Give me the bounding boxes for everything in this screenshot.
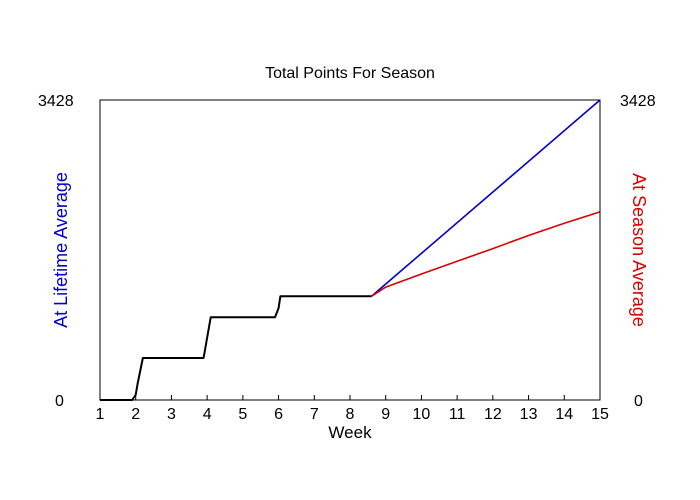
x-tick-label: 14 — [555, 406, 573, 423]
x-tick-label: 11 — [449, 406, 466, 423]
x-tick-label: 2 — [131, 406, 140, 423]
chart-title: Total Points For Season — [265, 65, 435, 82]
series-line-actual — [100, 295, 372, 401]
y-left-min-label: 0 — [55, 393, 64, 410]
x-tick-label: 4 — [203, 406, 212, 423]
plot-frame — [99, 99, 601, 401]
x-tick-label: 13 — [520, 406, 538, 423]
y-axis-label-right: At Season Average — [629, 173, 649, 327]
x-tick-label: 7 — [310, 406, 319, 423]
x-tick-label: 15 — [591, 406, 609, 423]
series-line-lifetime — [370, 99, 601, 297]
x-tick-label: 1 — [96, 406, 105, 423]
x-tick-label: 9 — [381, 406, 390, 423]
x-tick-label: 3 — [167, 406, 176, 423]
x-tick-label: 6 — [274, 406, 283, 423]
x-tick-label: 12 — [484, 406, 502, 423]
y-right-min-label: 0 — [634, 393, 643, 410]
x-axis-label: Week — [328, 423, 372, 442]
y-axis-label-left: At Lifetime Average — [51, 172, 71, 328]
y-right-max-label: 3428 — [620, 93, 656, 110]
series-layer — [100, 99, 601, 401]
x-axis-ticks: 1 2 3 4 5 6 7 8 9 10 11 12 13 14 15 — [96, 395, 609, 423]
x-tick-label: 5 — [238, 406, 247, 423]
series-line-season — [370, 211, 601, 297]
y-left-max-label: 3428 — [38, 93, 74, 110]
x-tick-label: 10 — [413, 406, 431, 423]
x-tick-label: 8 — [346, 406, 355, 423]
